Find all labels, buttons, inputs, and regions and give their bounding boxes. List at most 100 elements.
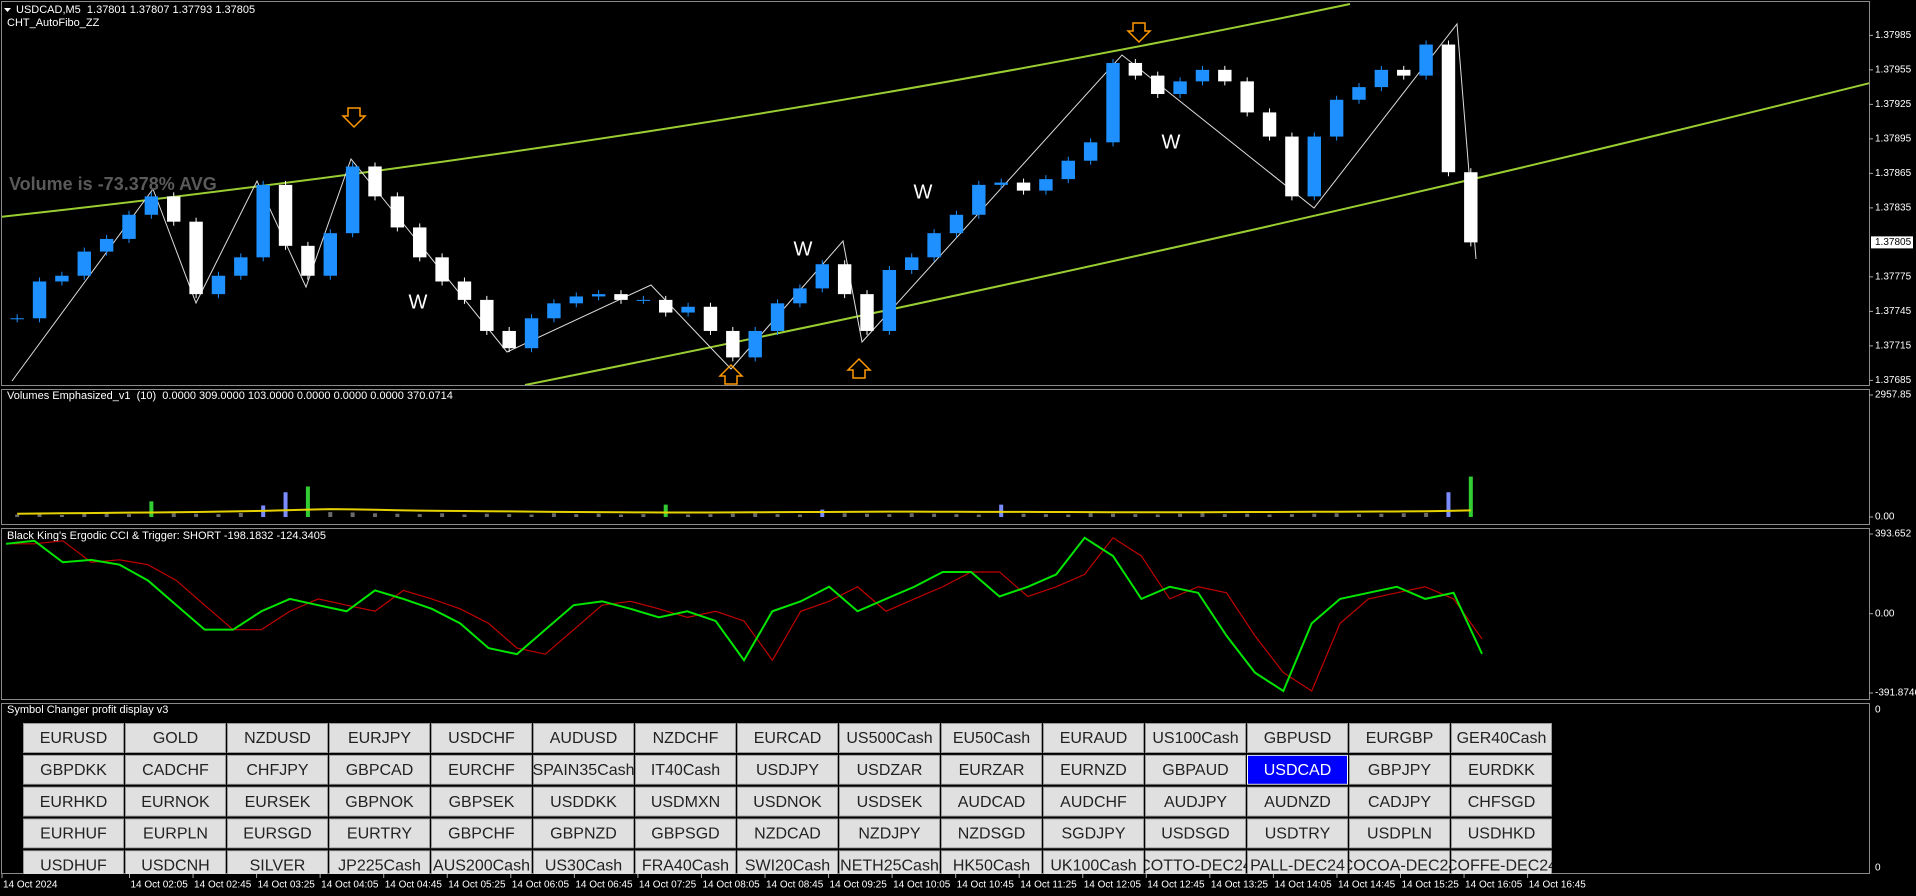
symbol-button[interactable]: USDDKK (533, 786, 634, 817)
button-label[interactable]: GER40Cash (1457, 730, 1547, 747)
button-label[interactable]: EURCHF (448, 762, 515, 779)
symbol-button[interactable]: EURGBP (1349, 723, 1450, 753)
symbol-button[interactable]: CHFJPY (227, 754, 328, 785)
symbol-button[interactable]: EURZAR (941, 754, 1042, 785)
symbol-button[interactable]: US500Cash (839, 723, 940, 753)
button-label[interactable]: USDNOK (753, 794, 822, 811)
button-label[interactable]: GBPSGD (651, 826, 719, 843)
button-label[interactable]: JP225Cash (338, 857, 421, 874)
button-label[interactable]: EURHKD (40, 794, 108, 811)
symbol-button[interactable]: AUDNZD (1247, 786, 1348, 817)
button-label[interactable]: NZDSGD (958, 826, 1026, 843)
symbol-button[interactable]: USDTRY (1247, 818, 1348, 849)
button-label[interactable]: GBPUSD (1264, 730, 1332, 747)
symbol-button[interactable]: EURHKD (23, 786, 124, 817)
button-label[interactable]: USDMXN (651, 794, 720, 811)
symbol-button[interactable]: NZDSGD (941, 818, 1042, 849)
button-label[interactable]: CADCHF (142, 762, 209, 779)
button-label[interactable]: IT40Cash (651, 762, 720, 779)
symbol-button[interactable]: IT40Cash (635, 754, 736, 785)
symbol-button[interactable]: EURNZD (1043, 754, 1144, 785)
button-label[interactable]: GBPNZD (550, 826, 617, 843)
button-label[interactable]: GBPNOK (345, 794, 414, 811)
symbol-button[interactable]: USDPLN (1349, 818, 1450, 849)
button-label[interactable]: EURSEK (245, 794, 311, 811)
symbol-button[interactable]: GBPNZD (533, 818, 634, 849)
symbol-button[interactable]: GBPNOK (329, 786, 430, 817)
symbol-button[interactable]: GER40Cash (1451, 723, 1552, 753)
symbol-button[interactable]: EU50Cash (941, 723, 1042, 753)
symbol-button[interactable]: NZDCAD (737, 818, 838, 849)
button-label[interactable]: EURZAR (959, 762, 1025, 779)
button-label[interactable]: GBPCAD (346, 762, 414, 779)
symbol-button[interactable]: CHFSGD (1451, 786, 1552, 817)
symbol-button[interactable]: CADJPY (1349, 786, 1450, 817)
button-label[interactable]: AUDJPY (1164, 794, 1227, 811)
button-label[interactable]: SPAIN35Cash (533, 762, 635, 779)
symbol-button[interactable]: GBPCHF (431, 818, 532, 849)
symbol-button[interactable]: USDMXN (635, 786, 736, 817)
symbol-button[interactable]: GBPDKK (23, 754, 124, 785)
button-label[interactable]: EURGBP (1366, 730, 1434, 747)
button-label[interactable]: NZDJPY (858, 826, 921, 843)
button-label[interactable]: AUDCAD (958, 794, 1026, 811)
button-label[interactable]: SGDJPY (1061, 826, 1125, 843)
symbol-button[interactable]: EURDKK (1451, 754, 1552, 785)
button-label[interactable]: NZDCHF (653, 730, 719, 747)
symbol-button[interactable]: EURCHF (431, 754, 532, 785)
symbol-button[interactable]: GBPCAD (329, 754, 430, 785)
button-label[interactable]: HK50Cash (953, 857, 1030, 874)
button-label[interactable]: USDSGD (1161, 826, 1229, 843)
button-label[interactable]: AUS200Cash (433, 857, 530, 874)
button-label[interactable]: EURUSD (40, 730, 108, 747)
symbol-button[interactable]: SPAIN35Cash (533, 754, 635, 785)
symbol-button[interactable]: GOLD (125, 723, 226, 753)
symbol-button[interactable]: EURNOK (125, 786, 226, 817)
button-label[interactable]: CHFSGD (1468, 794, 1536, 811)
symbol-button[interactable]: USDCHF (431, 723, 532, 753)
symbol-button[interactable]: USDHKD (1451, 818, 1552, 849)
button-label[interactable]: USDTRY (1265, 826, 1331, 843)
symbol-button[interactable]: EURHUF (23, 818, 124, 849)
symbol-button[interactable]: GBPJPY (1349, 754, 1450, 785)
button-label[interactable]: COCOA-DEC24 (1342, 857, 1458, 874)
button-label[interactable]: EURJPY (348, 730, 411, 747)
button-label[interactable]: US30Cash (545, 857, 622, 874)
symbol-button[interactable]: GBPAUD (1145, 754, 1246, 785)
symbol-button[interactable]: USDSGD (1145, 818, 1246, 849)
button-label[interactable]: US500Cash (846, 730, 932, 747)
symbol-button[interactable]: AUDCHF (1043, 786, 1144, 817)
button-label[interactable]: US100Cash (1152, 730, 1238, 747)
button-label[interactable]: GBPSEK (449, 794, 515, 811)
button-label[interactable]: EU50Cash (953, 730, 1030, 747)
symbol-button[interactable]: AUDCAD (941, 786, 1042, 817)
button-label[interactable]: EURNZD (1060, 762, 1127, 779)
button-label[interactable]: EURSGD (243, 826, 311, 843)
symbol-button[interactable]: EURSEK (227, 786, 328, 817)
button-label[interactable]: EURPLN (143, 826, 208, 843)
symbol-button[interactable]: CADCHF (125, 754, 226, 785)
button-label[interactable]: AUDNZD (1264, 794, 1331, 811)
symbol-button[interactable]: USDCAD (1247, 754, 1348, 785)
button-label[interactable]: SILVER (250, 857, 306, 874)
symbol-button[interactable]: EURJPY (329, 723, 430, 753)
button-label[interactable]: USDCAD (1264, 762, 1332, 779)
symbol-button[interactable]: USDNOK (737, 786, 838, 817)
button-label[interactable]: USDCHF (448, 730, 515, 747)
button-label[interactable]: COFFE-DEC24 (1446, 857, 1557, 874)
button-label[interactable]: GBPCHF (448, 826, 515, 843)
button-label[interactable]: FRA40Cash (642, 857, 729, 874)
button-label[interactable]: NZDCAD (754, 826, 821, 843)
symbol-button[interactable]: USDZAR (839, 754, 940, 785)
button-label[interactable]: GBPDKK (40, 762, 107, 779)
button-label[interactable]: AUDCHF (1060, 794, 1127, 811)
button-label[interactable]: GBPAUD (1162, 762, 1228, 779)
button-label[interactable]: USDDKK (550, 794, 617, 811)
symbol-button[interactable]: USDSEK (839, 786, 940, 817)
button-label[interactable]: EURNOK (141, 794, 210, 811)
symbol-button[interactable]: US100Cash (1145, 723, 1246, 753)
button-label[interactable]: SWI20Cash (745, 857, 830, 874)
button-label[interactable]: USDCNH (141, 857, 209, 874)
button-label[interactable]: EURHUF (40, 826, 107, 843)
symbol-button[interactable]: AUDUSD (533, 723, 634, 753)
